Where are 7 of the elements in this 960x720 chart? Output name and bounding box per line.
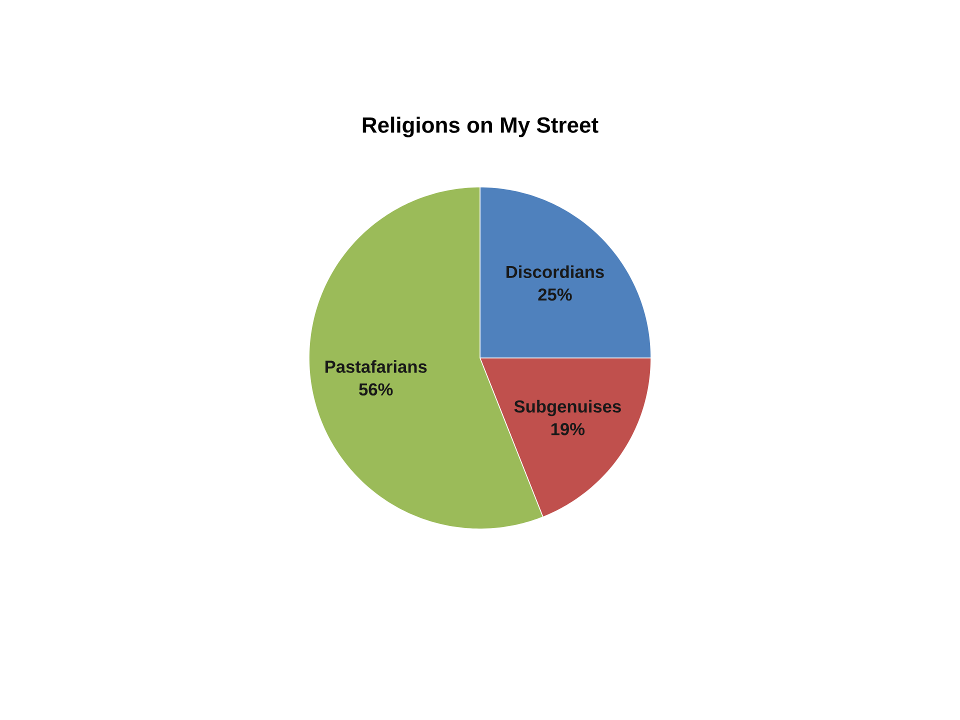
- slice-label: Pastafarians: [325, 360, 427, 373]
- data-label: 19%: [551, 423, 585, 436]
- data-label: 25%: [538, 288, 572, 301]
- chart-title: Religions on My Street: [362, 116, 598, 138]
- slice-label: Subgenuises: [514, 400, 621, 416]
- slice-label: Discordians: [506, 265, 604, 278]
- data-label: 56%: [359, 383, 393, 396]
